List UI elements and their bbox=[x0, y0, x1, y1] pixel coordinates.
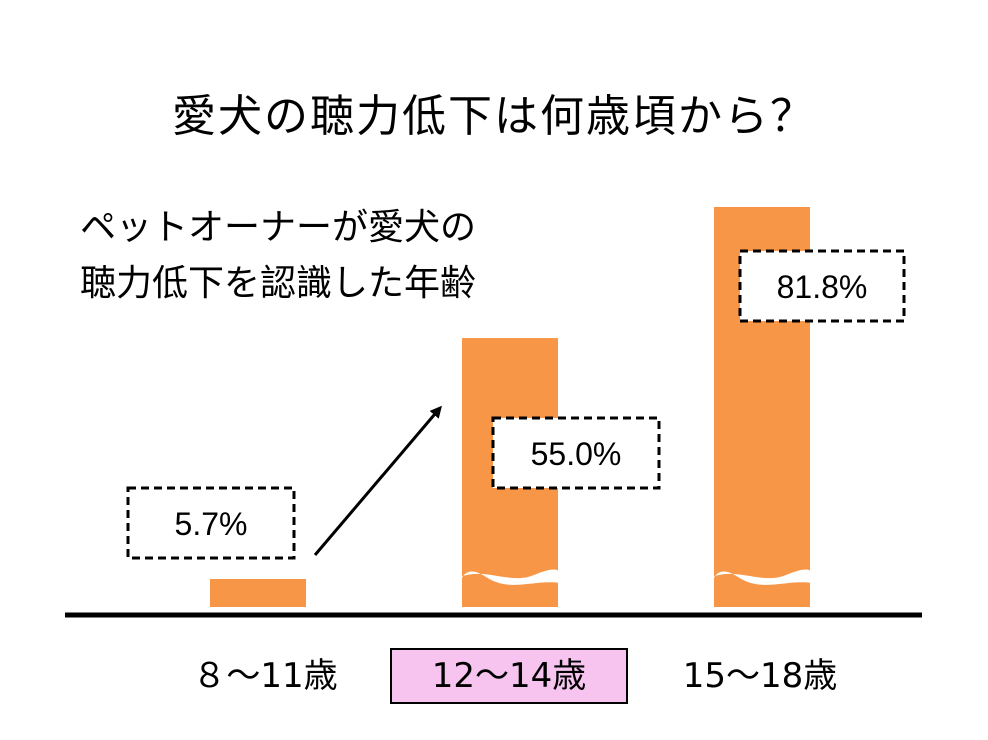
value-label-text-1: 55.0% bbox=[531, 436, 622, 472]
bar-0 bbox=[210, 579, 306, 607]
bars-group bbox=[210, 207, 812, 607]
subtitle-line-2: 聴力低下を認識した年齢 bbox=[80, 263, 477, 304]
value-labels-group: 5.7% 55.0% 81.8% bbox=[126, 249, 906, 560]
x-tick-label-8-11: ８～11歳 bbox=[192, 656, 338, 696]
axis-break-2 bbox=[712, 569, 812, 585]
chart-subtitle: ペットオーナーが愛犬の 聴力低下を認識した年齢 bbox=[80, 200, 476, 312]
value-label-2: 81.8% bbox=[738, 249, 906, 323]
x-tick-label-15-18: 15～18歳 bbox=[682, 656, 838, 696]
axis-break-1 bbox=[460, 569, 560, 585]
subtitle-line-1: ペットオーナーが愛犬の bbox=[80, 207, 477, 248]
value-label-box-0 bbox=[126, 486, 296, 560]
value-label-text-0: 5.7% bbox=[175, 506, 248, 542]
trend-arrow bbox=[313, 405, 442, 556]
value-label-box-2 bbox=[738, 249, 906, 323]
value-label-0: 5.7% bbox=[126, 486, 296, 560]
value-label-box-1 bbox=[491, 416, 661, 490]
chart-title: 愛犬の聴力低下は何歳頃から？ bbox=[172, 91, 816, 142]
value-label-text-2: 81.8% bbox=[777, 269, 868, 305]
x-tick-label-12-14: 12～14歳 bbox=[390, 648, 628, 704]
value-label-1: 55.0% bbox=[491, 416, 661, 490]
